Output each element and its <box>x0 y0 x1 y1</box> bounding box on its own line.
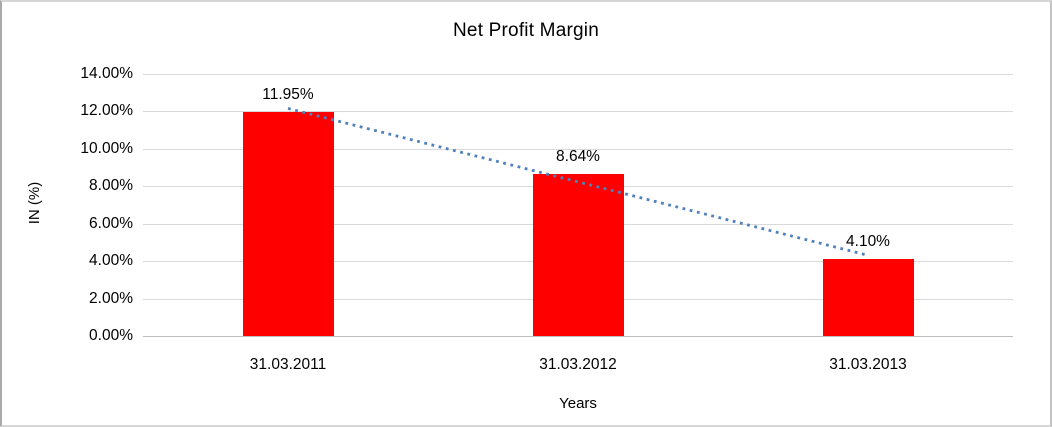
x-category-label: 31.03.2013 <box>829 356 907 373</box>
x-category-label: 31.03.2012 <box>539 356 617 373</box>
y-tick-label: 14.00% <box>80 65 133 82</box>
bar-31.03.2011 <box>243 112 334 336</box>
data-label: 4.10% <box>846 233 890 250</box>
bar-31.03.2013 <box>823 259 914 336</box>
data-label: 8.64% <box>556 148 600 165</box>
x-axis-title: Years <box>559 395 597 412</box>
plot-area: 11.95% 8.64% 4.10% <box>143 74 1013 336</box>
y-tick-label: 10.00% <box>80 140 133 157</box>
y-tick-label: 6.00% <box>89 215 133 232</box>
data-label: 11.95% <box>262 86 314 103</box>
bar-31.03.2012 <box>533 174 624 336</box>
y-tick-label: 0.00% <box>89 327 133 344</box>
chart-title: Net Profit Margin <box>453 20 599 41</box>
y-tick-label: 2.00% <box>89 290 133 307</box>
gridline <box>143 149 1013 150</box>
y-tick-label: 4.00% <box>89 252 133 269</box>
x-axis-line <box>143 336 1013 337</box>
y-axis-title: IN (%) <box>26 181 43 225</box>
gridline <box>143 74 1013 75</box>
y-tick-label: 8.00% <box>89 177 133 194</box>
gridline <box>143 111 1013 112</box>
trendline <box>287 107 869 257</box>
y-tick-label: 12.00% <box>80 102 133 119</box>
x-category-label: 31.03.2011 <box>249 356 327 373</box>
